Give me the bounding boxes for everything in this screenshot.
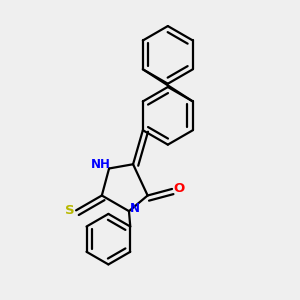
Text: NH: NH [91, 158, 111, 171]
Text: O: O [173, 182, 184, 195]
Text: N: N [130, 202, 140, 215]
Text: S: S [65, 204, 74, 217]
